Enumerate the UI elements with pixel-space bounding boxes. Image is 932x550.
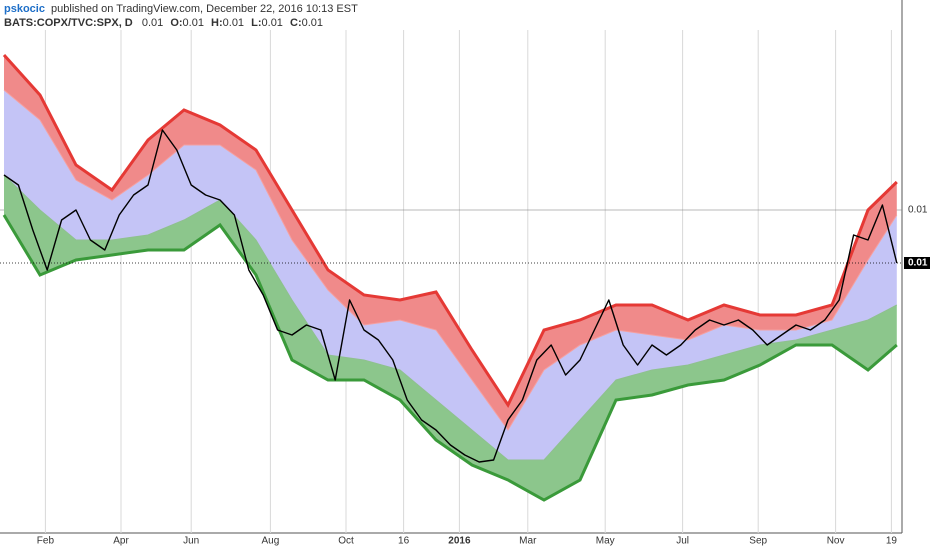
x-tick-label: 19 (886, 536, 898, 547)
author[interactable]: pskocic (4, 3, 45, 15)
x-tick-label: Feb (37, 536, 55, 547)
header: pskocic published on TradingView.com, De… (4, 3, 358, 15)
x-tick-label: May (596, 536, 615, 547)
x-tick-label: Sep (749, 536, 767, 547)
x-tick-label: 2016 (448, 536, 471, 547)
x-tick-label: Aug (262, 536, 280, 547)
ohlc-key: L: (251, 17, 261, 29)
x-tick-label: Jun (183, 536, 199, 547)
x-tick-label: 16 (398, 536, 410, 547)
published: published on TradingView.com, December 2… (51, 3, 358, 15)
last-price-label: 0.01 (908, 258, 928, 269)
ohlc-value: 0.01 (302, 17, 323, 29)
band-line (3, 174, 898, 461)
ohlc-value: 0.01 (262, 17, 283, 29)
band-fill (4, 175, 897, 500)
band-line (3, 89, 898, 431)
band-fill (4, 55, 897, 430)
x-tick-label: Oct (338, 536, 354, 547)
ohlc-key: H: (211, 17, 223, 29)
ohlc-key: O: (170, 17, 182, 29)
ohlc-key: C: (290, 17, 302, 29)
symbol: BATS:COPX/TVC:SPX, D (4, 17, 133, 29)
band-line (2, 214, 898, 502)
y-tick-label: 0.01 (908, 205, 928, 216)
x-tick-label: Mar (519, 536, 537, 547)
price-line (3, 129, 898, 463)
band-line (2, 53, 898, 409)
ohlc-value: 0.01 (223, 17, 244, 29)
x-tick-label: Jul (676, 536, 689, 547)
symbol-line: BATS:COPX/TVC:SPX, D 0.01 O:0.01 H:0.01 … (4, 17, 323, 29)
x-tick-label: Apr (113, 536, 129, 547)
band-fill (4, 90, 897, 460)
plot (0, 30, 902, 533)
ohlc-value: 0.01 (183, 17, 204, 29)
x-tick-label: Nov (827, 536, 845, 547)
last: 0.01 (142, 17, 163, 29)
last-price-box (904, 257, 930, 269)
